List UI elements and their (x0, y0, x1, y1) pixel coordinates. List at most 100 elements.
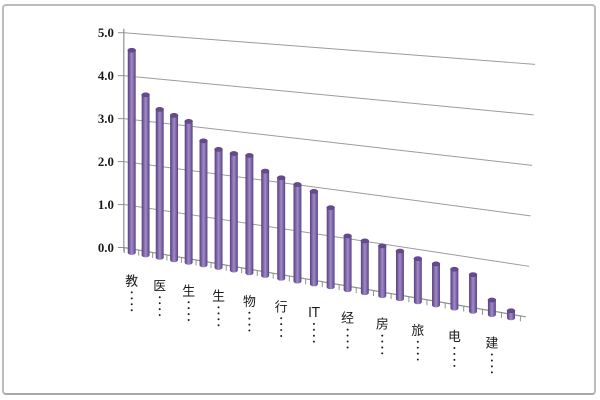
truncation-dot (346, 340, 349, 343)
bar-20 (431, 261, 441, 308)
bar-3 (155, 107, 164, 260)
category-label-2: 医 (153, 279, 166, 317)
category-label-text: 生 (182, 284, 195, 299)
truncation-dot (187, 301, 190, 304)
truncation-dot (490, 359, 493, 362)
category-label-10: 旅 (411, 324, 424, 361)
truncation-dot (416, 346, 419, 349)
truncation-dot (381, 340, 384, 343)
bar-15 (343, 233, 352, 293)
category-label-12: 建 (485, 337, 498, 374)
bar-4 (169, 112, 179, 263)
truncation-dot (280, 335, 283, 337)
truncation-dot (158, 302, 161, 305)
truncation-dot (280, 329, 283, 332)
bar-6 (199, 138, 208, 268)
truncation-dot (312, 334, 315, 337)
bar-10 (260, 168, 270, 278)
truncation-dot (453, 358, 456, 361)
truncation-dot (187, 319, 190, 322)
category-label-text: 物 (243, 295, 256, 310)
category-axis (123, 246, 526, 318)
truncation-dot (130, 303, 133, 306)
truncation-dot (490, 365, 493, 368)
truncation-dot (217, 318, 220, 321)
category-label-text: 旅 (411, 324, 424, 339)
category-label-text: 生 (212, 289, 225, 304)
bar-2 (141, 92, 150, 258)
gridline-5 (123, 32, 536, 65)
category-label-8: 经 (341, 312, 354, 349)
truncation-dot (416, 352, 419, 355)
truncation-dot (312, 322, 315, 325)
truncation-dot (248, 323, 251, 326)
truncation-dot (187, 307, 190, 310)
bar-19 (413, 256, 423, 305)
truncation-dot (248, 311, 251, 314)
truncation-dot (416, 358, 419, 361)
category-label-11: 电 (448, 330, 461, 367)
bar-24 (506, 308, 516, 321)
truncation-dot (346, 328, 349, 331)
truncation-dot (346, 346, 349, 349)
bar-22 (468, 272, 478, 314)
gridline-1 (123, 204, 530, 267)
truncation-dot (217, 306, 220, 309)
bar-7 (214, 147, 223, 270)
truncation-dot (217, 312, 220, 315)
category-label-4: 生 (212, 289, 225, 327)
gridline-4 (123, 75, 534, 116)
truncation-dot (158, 314, 161, 317)
ytick-label-4.0: 4.0 (98, 69, 114, 83)
truncation-dot (130, 291, 133, 294)
truncation-dot (453, 352, 456, 355)
truncation-dot (346, 334, 349, 337)
bar-13 (309, 189, 319, 287)
chart-frame: 5.0 4.0 3.0 2.0 1.0 0.0 教医生生物行 IT 经房旅电建 (2, 4, 596, 395)
truncation-dot (490, 353, 493, 356)
truncation-dot (280, 317, 283, 320)
truncation-dot (381, 346, 384, 349)
truncation-dot (416, 340, 419, 343)
bar-17 (378, 243, 387, 299)
category-label-text: IT (308, 306, 320, 321)
bar-8 (229, 151, 239, 273)
category-label-text: 房 (376, 317, 389, 333)
truncation-dot (217, 324, 220, 327)
bar-23 (487, 297, 497, 317)
truncation-dot (490, 371, 493, 374)
ytick-label-3.0: 3.0 (98, 112, 114, 126)
truncation-dot (312, 340, 315, 343)
bar-18 (395, 248, 405, 302)
bar-9 (245, 153, 254, 276)
category-label-3: 生 (182, 284, 195, 322)
truncation-dot (280, 323, 283, 326)
ytick-label-5.0: 5.0 (98, 26, 114, 40)
category-label-text: 电 (448, 330, 461, 345)
truncation-dot (453, 364, 456, 367)
truncation-dot (453, 347, 456, 350)
category-label-1: 教 (125, 273, 138, 312)
category-label-6: 行 (275, 300, 288, 337)
bar-16 (360, 238, 370, 296)
truncation-dot (130, 297, 133, 300)
bar-12 (293, 182, 302, 284)
bar-11 (276, 175, 286, 281)
truncation-dot (158, 296, 161, 299)
truncation-dot (158, 308, 161, 311)
bar-21 (450, 266, 459, 311)
category-label-text: 经 (341, 312, 354, 327)
truncation-dot (381, 334, 384, 337)
ytick-label-2.0: 2.0 (98, 155, 114, 169)
truncation-dot (248, 317, 251, 320)
truncation-dot (381, 352, 384, 355)
category-label-text: 医 (153, 279, 166, 294)
category-label-7: IT (308, 306, 320, 343)
category-label-9: 房 (376, 317, 389, 355)
bar-14 (326, 205, 335, 290)
bar-5 (184, 119, 193, 265)
category-label-text: 行 (275, 300, 288, 315)
truncation-dot (130, 309, 133, 312)
truncation-dot (248, 329, 251, 332)
bar-1 (127, 47, 136, 255)
